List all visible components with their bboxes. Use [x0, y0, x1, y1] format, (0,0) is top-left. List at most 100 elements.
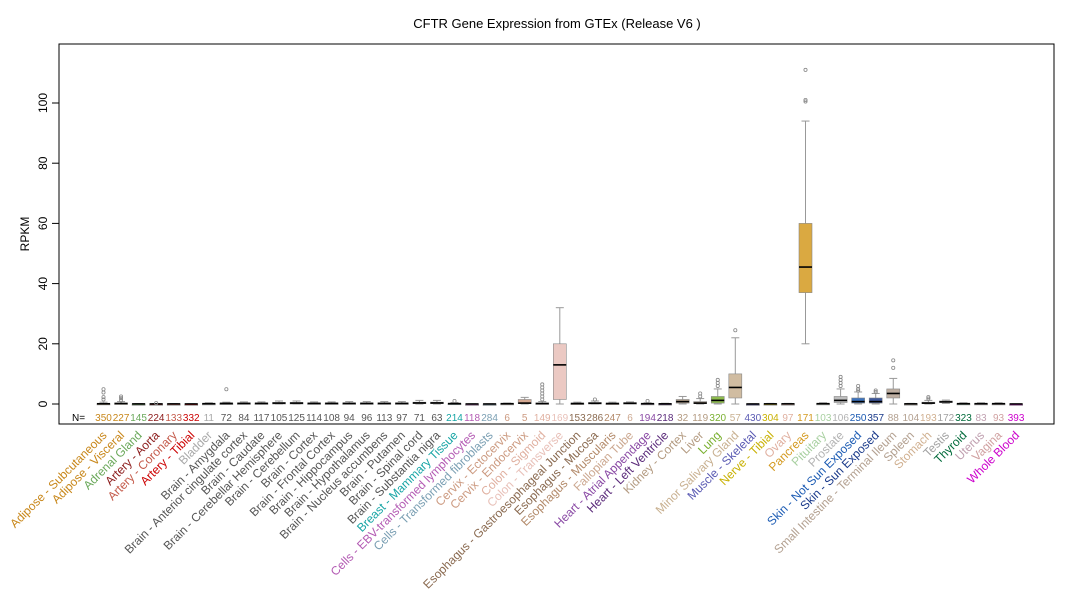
box-brain-substantia-nigra — [430, 399, 444, 405]
box-bladder — [202, 402, 216, 406]
sample-count: 357 — [867, 413, 884, 424]
box-testis — [939, 399, 953, 404]
sample-count: 171 — [797, 413, 814, 424]
box-brain-caudate — [254, 401, 269, 405]
sample-count: 88 — [888, 413, 900, 424]
sample-count: 119 — [692, 413, 708, 424]
sample-count: 145 — [130, 413, 147, 424]
box-artery-tibial — [184, 403, 199, 406]
box-ovary — [781, 402, 795, 406]
box-brain-spinal-cord — [412, 399, 427, 405]
box-cervix-endocervix — [517, 396, 532, 405]
sample-count: 5 — [522, 413, 528, 424]
outlier-point — [101, 390, 106, 395]
sample-count: 286 — [587, 413, 604, 424]
box-brain-hypothalamus — [359, 401, 374, 405]
box-iqr — [728, 373, 743, 399]
y-tick-label: 80 — [36, 156, 50, 170]
sample-counts: 350 227 145 224 133 332 11 72 84 117 105 125 114 108 9… — [95, 413, 1025, 424]
outlier-point — [540, 382, 545, 387]
sample-count: 6 — [504, 413, 510, 424]
box-brain-hippocampus — [342, 401, 357, 405]
box-esophagus-muscularis — [605, 401, 620, 405]
y-axis: 0 20 40 60 80 100 — [36, 93, 60, 407]
sample-count: 227 — [113, 413, 130, 424]
outlier-point — [119, 396, 124, 401]
sample-count: 108 — [323, 413, 340, 424]
outlier-point — [856, 388, 861, 393]
sample-count: 57 — [730, 413, 742, 424]
box-iqr — [798, 223, 813, 293]
sample-count: 284 — [481, 413, 498, 424]
box-skin-sun-exposed — [868, 388, 883, 405]
y-tick-label: 40 — [36, 277, 50, 291]
sample-count: 172 — [938, 413, 955, 424]
sample-count: 193 — [920, 413, 937, 424]
box-colon-transverse — [552, 307, 567, 405]
outlier-point — [101, 397, 106, 402]
sample-count: 214 — [446, 413, 463, 424]
box-colon-sigmoid — [535, 382, 550, 405]
box-whole-blood — [1009, 403, 1023, 406]
outlier-point — [856, 383, 861, 388]
box-thyroid — [956, 402, 971, 406]
box-pituitary — [816, 402, 830, 406]
outlier-point — [698, 391, 703, 396]
box-iqr — [851, 397, 865, 404]
outlier-point — [715, 377, 720, 382]
box-heart-atrial-appendage — [640, 398, 655, 406]
box-cells-ebv-transformed-lymphocytes — [465, 403, 479, 406]
sample-count: 71 — [414, 413, 426, 424]
box-esophagus-gastroesophageal-junction — [570, 401, 585, 405]
outlier-point — [803, 97, 808, 102]
outlier-point — [101, 395, 106, 400]
chart-title: CFTR Gene Expression from GTEx (Release … — [413, 16, 701, 31]
sample-count: 32 — [677, 413, 689, 424]
box-adrenal-gland — [131, 403, 146, 406]
sample-count: 247 — [604, 413, 621, 424]
sample-count: 224 — [148, 413, 165, 424]
box-brain-frontal-cortex — [324, 401, 339, 405]
box-stomach — [921, 395, 936, 405]
box-brain-amygdala — [219, 387, 234, 405]
outlier-point — [154, 401, 159, 406]
outlier-point — [224, 387, 229, 392]
sample-count: 113 — [376, 413, 392, 424]
sample-count: 393 — [1008, 413, 1025, 424]
sample-count: 105 — [271, 413, 288, 424]
sample-count: 84 — [238, 413, 250, 424]
sample-count: 332 — [183, 413, 200, 424]
sample-count: 83 — [975, 413, 987, 424]
box-cells-transformed-fibroblasts — [482, 403, 497, 406]
sample-count: 304 — [762, 413, 779, 424]
box-iqr — [868, 397, 883, 404]
outlier-point — [926, 395, 931, 400]
outlier-point — [891, 358, 896, 363]
box-brain-cerebellar-hemisphere — [272, 400, 286, 405]
sample-count: 63 — [431, 413, 443, 424]
outlier-point — [592, 397, 597, 402]
box-esophagus-mucosa — [588, 397, 602, 405]
box-adipose-visceral — [114, 394, 128, 405]
box-spleen — [903, 402, 918, 406]
sample-count: 117 — [253, 413, 269, 424]
box-heart-left-ventricle — [658, 402, 672, 406]
n-prefix-label: N= — [72, 413, 85, 424]
box-brain-cerebellum — [289, 400, 304, 405]
y-axis-label: RPKM — [18, 217, 32, 252]
sample-count: 103 — [815, 413, 832, 424]
outlier-point — [803, 67, 808, 72]
sample-count: 104 — [902, 413, 919, 424]
outlier-point — [873, 389, 878, 394]
sample-count: 153 — [569, 413, 586, 424]
sample-count: 250 — [850, 413, 867, 424]
box-brain-cortex — [307, 401, 321, 405]
sample-count: 72 — [221, 413, 233, 424]
outlier-point — [873, 388, 878, 393]
sample-count: 430 — [745, 413, 762, 424]
y-tick-label: 60 — [36, 216, 50, 230]
sample-count: 118 — [464, 413, 480, 424]
sample-count: 97 — [782, 413, 794, 424]
